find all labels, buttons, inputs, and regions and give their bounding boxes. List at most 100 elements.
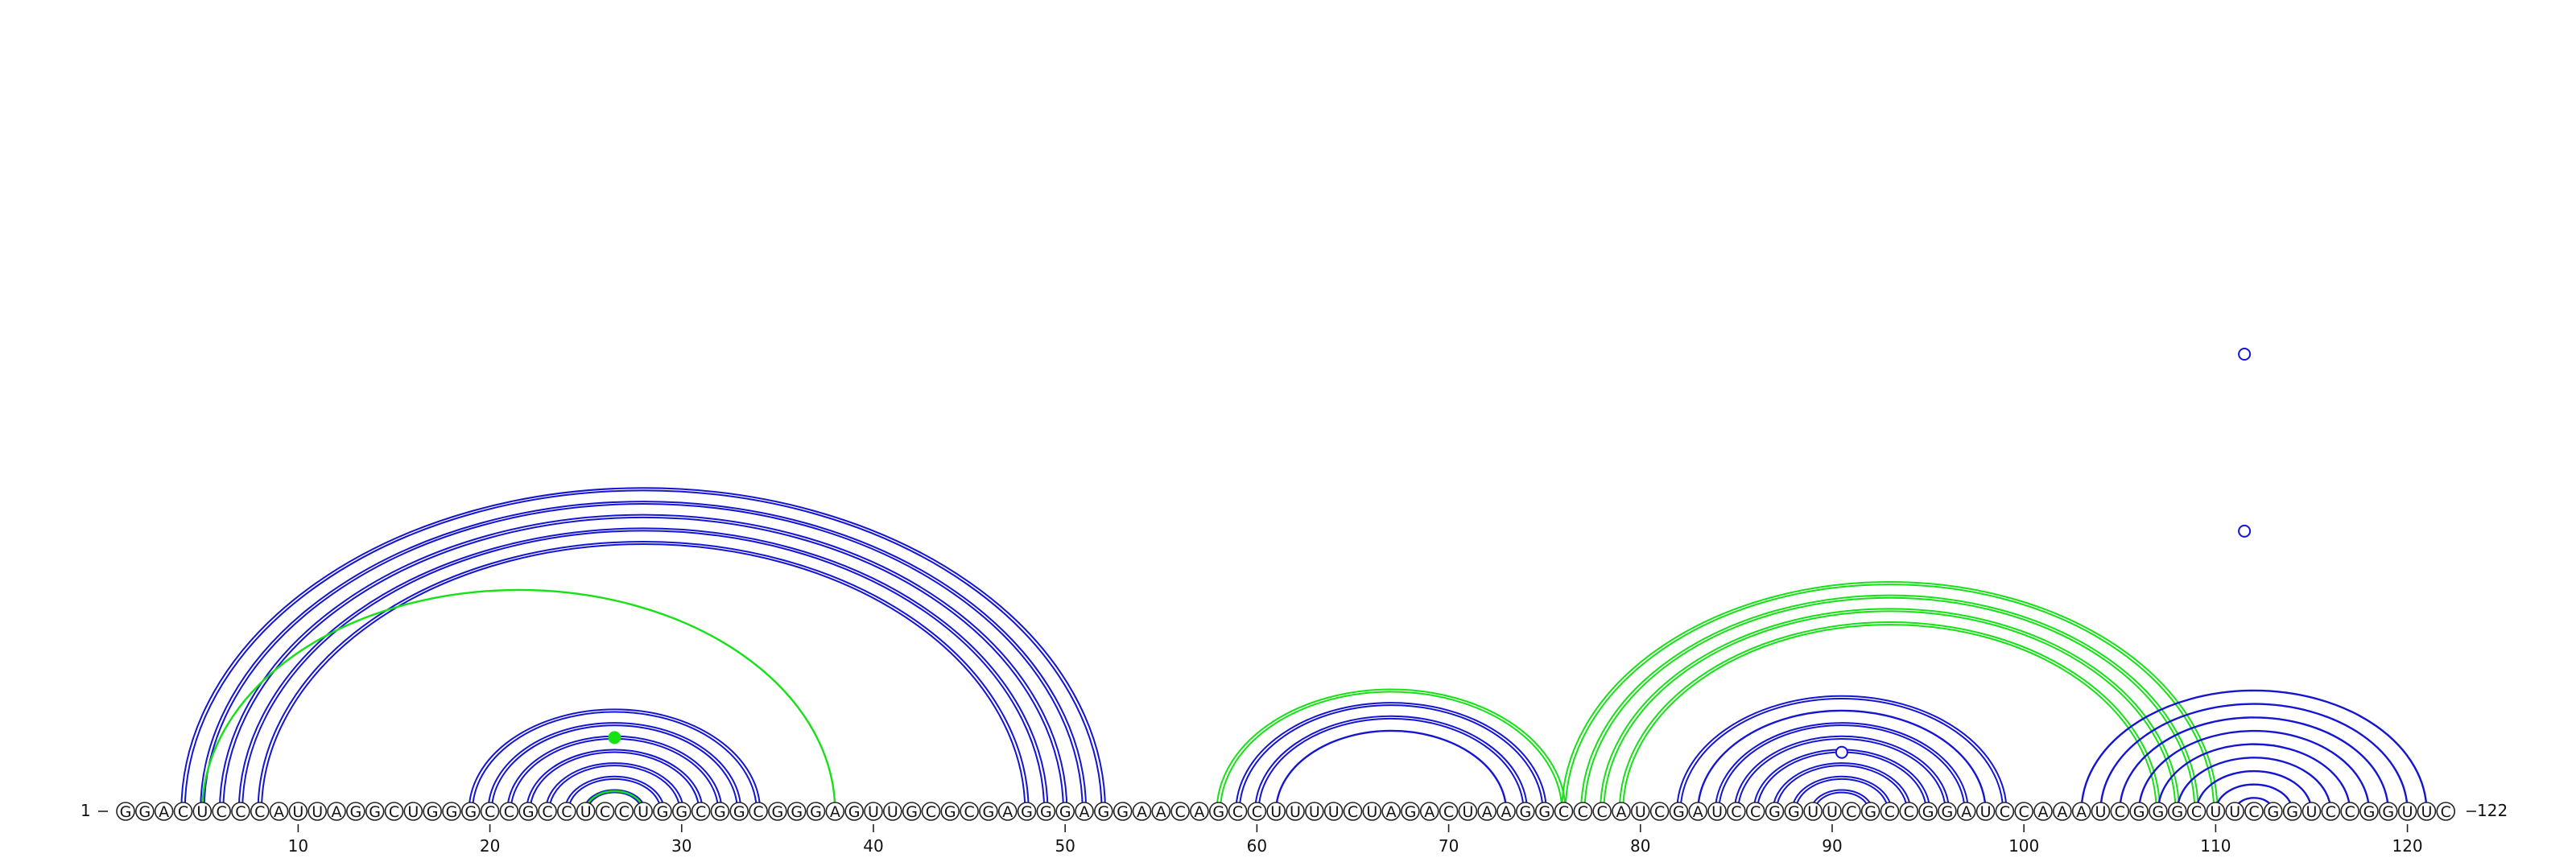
- nucleotide-circle: [786, 802, 807, 821]
- nucleotide-circle: [1247, 802, 1267, 821]
- arc-83-98: [1697, 709, 1987, 812]
- nucleotide-circle: [1784, 802, 1804, 821]
- arc-7-49-strand-0: [242, 530, 1046, 812]
- base-pair-arcs: [180, 487, 2428, 812]
- nucleotide-letter: C: [561, 803, 572, 821]
- nucleotide-82: G: [1669, 802, 1689, 821]
- nucleotide-51: A: [1075, 802, 1094, 821]
- nucleotide-6: C: [212, 802, 231, 821]
- nucleotide-circle: [1458, 802, 1478, 821]
- nucleotide-72: A: [1477, 802, 1497, 821]
- nucleotide-57: A: [1190, 802, 1209, 821]
- arc-20-33-strand-1: [487, 722, 742, 812]
- arc-5-38: [201, 588, 836, 812]
- nucleotide-letter: G: [906, 803, 918, 821]
- nucleotide-92: G: [1860, 802, 1880, 821]
- arc-84-97-strand-1: [1714, 722, 1969, 812]
- arc-88-93-strand-0: [1794, 778, 1889, 812]
- nucleotide-48: G: [1017, 802, 1037, 821]
- nucleotide-letter: U: [1807, 803, 1818, 821]
- nucleotide-circle: [384, 802, 404, 821]
- nucleotide-54: A: [1132, 802, 1152, 821]
- nucleotide-circle: [1401, 802, 1420, 821]
- nucleotide-letter: G: [1021, 803, 1033, 821]
- nucleotide-letter: U: [580, 803, 592, 821]
- nucleotide-letter: C: [254, 803, 265, 821]
- nucleotide-34: C: [749, 802, 768, 821]
- arc-21-32-strand-1: [506, 735, 723, 812]
- nucleotide-letter: G: [349, 803, 361, 821]
- nucleotide-letter: C: [1252, 803, 1262, 821]
- nucleotide-61: U: [1266, 802, 1286, 821]
- nucleotide-111: U: [2225, 802, 2244, 821]
- nucleotide-10: U: [288, 802, 308, 821]
- nucleotide-letter: A: [1194, 803, 1204, 821]
- nucleotide-118: G: [2359, 802, 2379, 821]
- nucleotide-letter: C: [389, 803, 399, 821]
- nucleotide-letter: G: [2171, 803, 2183, 821]
- nucleotide-38: A: [825, 802, 845, 821]
- nucleotide-15: C: [384, 802, 404, 821]
- arc-22-31-strand-0: [529, 751, 700, 812]
- nucleotide-letter: G: [369, 803, 381, 821]
- arc-19-34-strand-0: [471, 711, 758, 812]
- nucleotide-68: G: [1401, 802, 1420, 821]
- nucleotide-circle: [1938, 802, 1957, 821]
- nucleotide-circle: [634, 802, 653, 821]
- nucleotide-letter: A: [1002, 803, 1013, 821]
- nucleotide-letter: C: [1578, 803, 1588, 821]
- arc-59-75-strand-0: [1238, 704, 1544, 812]
- nucleotide-23: C: [538, 802, 557, 821]
- nucleotide-letter: C: [542, 803, 552, 821]
- nucleotide-letter: A: [1156, 803, 1166, 821]
- nucleotide-18: G: [442, 802, 461, 821]
- nucleotide-26: C: [595, 802, 615, 821]
- nucleotide-circle: [940, 802, 960, 821]
- nucleotide-64: U: [1323, 802, 1344, 821]
- nucleotide-circle: [1017, 802, 1037, 821]
- nucleotide-letter: C: [619, 803, 630, 821]
- nucleotide-circle: [1286, 802, 1305, 821]
- nucleotide-105: C: [2110, 802, 2130, 821]
- nucleotide-108: G: [2167, 802, 2187, 821]
- nucleotide-circle: [2264, 802, 2283, 821]
- nucleotide-circle: [1075, 802, 1094, 821]
- nucleotide-circle: [1880, 802, 1900, 821]
- nucleotide-letter: G: [1097, 803, 1109, 821]
- nucleotide-letter: C: [1174, 803, 1185, 821]
- nucleotide-20: C: [480, 802, 500, 821]
- nucleotide-circle: [1305, 802, 1324, 821]
- arc-59-75-strand-1: [1235, 702, 1547, 812]
- nucleotide-letter: A: [1616, 803, 1626, 821]
- nucleotide-39: G: [844, 802, 864, 821]
- nucleotide-circle: [653, 802, 672, 821]
- nucleotide-35: G: [768, 802, 787, 821]
- arc-84-97-strand-0: [1718, 724, 1966, 812]
- nucleotide-circle: [365, 802, 385, 821]
- nucleotide-63: U: [1305, 802, 1324, 821]
- nucleotide-letter: G: [1922, 803, 1934, 821]
- tick-label-80: 80: [1630, 836, 1650, 856]
- nucleotide-letter: U: [2306, 803, 2318, 821]
- nucleotide-circle: [1381, 802, 1401, 821]
- nucleotide-79: A: [1612, 802, 1631, 821]
- nucleotide-107: G: [2149, 802, 2168, 821]
- nucleotide-circle: [1208, 802, 1228, 821]
- nucleotide-letter: G: [983, 803, 995, 821]
- nucleotide-98: U: [1975, 802, 1996, 821]
- nucleotide-circle: [442, 802, 461, 821]
- nucleotide-4: C: [173, 802, 193, 821]
- nucleotide-circle: [1439, 802, 1459, 821]
- nucleotide-circle: [2206, 802, 2226, 821]
- nucleotide-circle: [1036, 802, 1056, 821]
- nucleotide-circle: [806, 802, 826, 821]
- nucleotide-circle: [1803, 802, 1823, 821]
- nucleotide-73: A: [1496, 802, 1516, 821]
- nucleotide-circle: [1975, 802, 1996, 821]
- nucleotide-letter: G: [714, 803, 726, 821]
- nucleotide-letter: U: [1711, 803, 1723, 821]
- nucleotide-90: U: [1823, 802, 1842, 821]
- nucleotide-8: C: [250, 802, 270, 821]
- nucleotide-letter: C: [504, 803, 514, 821]
- nucleotide-116: C: [2321, 802, 2341, 821]
